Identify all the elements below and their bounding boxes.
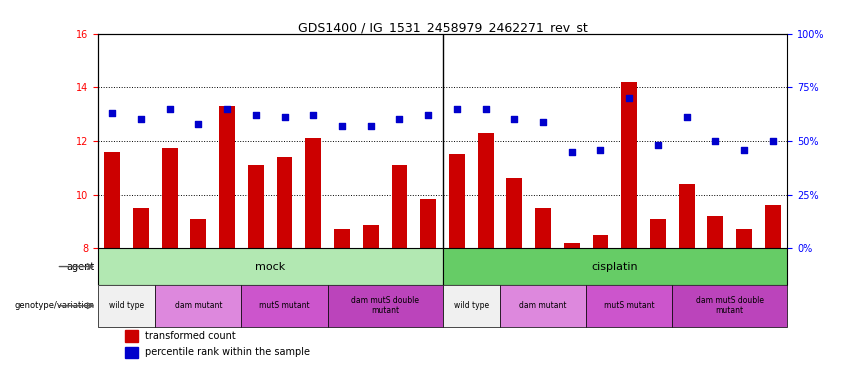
Text: percentile rank within the sample: percentile rank within the sample [145, 347, 310, 357]
Point [335, 123, 349, 129]
Point [191, 121, 205, 127]
Point [507, 117, 521, 123]
Bar [98, 248, 443, 285]
Bar [191, 219, 206, 248]
Text: wild type: wild type [109, 301, 144, 310]
Point [536, 118, 550, 124]
Text: dam mutS double
mutant: dam mutS double mutant [351, 296, 419, 315]
Point [364, 123, 378, 129]
Text: mutS mutant: mutS mutant [604, 301, 654, 310]
Bar [736, 230, 752, 248]
Bar [650, 219, 665, 248]
Bar [155, 285, 242, 327]
Bar [105, 152, 120, 248]
Bar [334, 230, 350, 248]
Text: dam mutant: dam mutant [519, 301, 567, 310]
Bar [586, 285, 672, 327]
Point [450, 106, 464, 112]
Point [651, 142, 665, 148]
Point [421, 112, 435, 118]
Bar [672, 285, 787, 327]
Bar [621, 82, 637, 248]
Point [737, 147, 751, 153]
Bar [564, 243, 580, 248]
Bar [443, 285, 500, 327]
Bar [477, 133, 494, 248]
Bar [363, 225, 379, 248]
Point [163, 106, 176, 112]
Bar [133, 208, 149, 248]
Text: mutS mutant: mutS mutant [260, 301, 310, 310]
Point [709, 138, 722, 144]
Text: dam mutS double
mutant: dam mutS double mutant [696, 296, 763, 315]
Bar [592, 235, 608, 248]
Point [392, 117, 406, 123]
Bar [391, 165, 408, 248]
Point [220, 106, 234, 112]
Point [134, 117, 148, 123]
Text: dam mutant: dam mutant [174, 301, 222, 310]
Bar [443, 248, 787, 285]
Text: genotype/variation: genotype/variation [14, 301, 94, 310]
Point [106, 110, 119, 116]
Text: wild type: wild type [454, 301, 488, 310]
Point [479, 106, 493, 112]
Bar [500, 285, 586, 327]
Point [594, 147, 608, 153]
Point [766, 138, 780, 144]
Point [249, 112, 263, 118]
Bar [707, 216, 723, 248]
Text: cisplatin: cisplatin [591, 261, 638, 272]
Bar [125, 346, 138, 358]
Bar [162, 148, 178, 248]
Bar [765, 205, 780, 248]
Bar [242, 285, 328, 327]
Point [306, 112, 320, 118]
Bar [679, 184, 694, 248]
Text: transformed count: transformed count [145, 330, 236, 340]
Bar [306, 138, 321, 248]
Bar [535, 208, 551, 248]
Text: mock: mock [255, 261, 285, 272]
Bar [420, 198, 436, 248]
Point [277, 114, 291, 120]
Bar [98, 285, 155, 327]
Bar [449, 154, 465, 248]
Bar [328, 285, 443, 327]
Text: agent: agent [66, 261, 94, 272]
Point [680, 114, 694, 120]
Bar [248, 165, 264, 248]
Bar [220, 106, 235, 248]
Point [622, 95, 636, 101]
Point [565, 148, 579, 154]
Bar [277, 157, 293, 248]
Title: GDS1400 / IG_1531_2458979_2462271_rev_st: GDS1400 / IG_1531_2458979_2462271_rev_st [298, 21, 587, 34]
Bar [506, 178, 523, 248]
Bar [125, 330, 138, 342]
